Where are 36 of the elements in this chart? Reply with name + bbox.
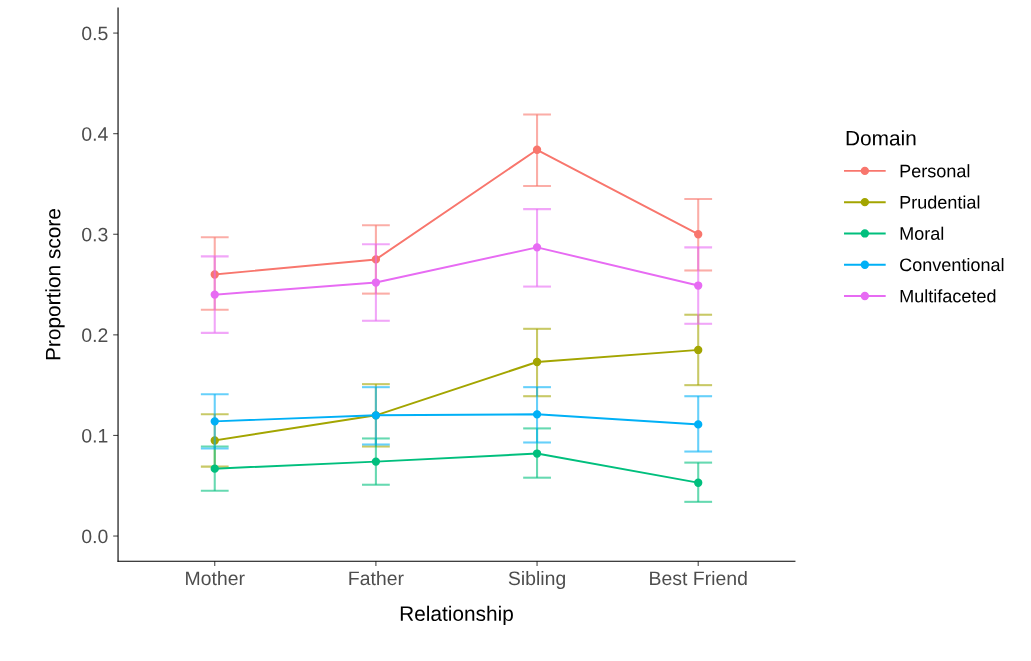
point (210, 270, 219, 279)
legend-label: Prudential (900, 195, 980, 209)
point (210, 464, 219, 473)
y-tick-label: 0.5 (82, 26, 108, 41)
y-tick-label: 0.1 (82, 428, 108, 443)
point (694, 281, 703, 290)
legend-label: Multifaceted (900, 289, 996, 303)
x-tick-label: Father (349, 570, 404, 586)
x-tick-label: Best Friend (650, 570, 747, 586)
point (694, 420, 703, 429)
legend-title: Domain (846, 130, 916, 146)
point (532, 145, 542, 154)
point (210, 290, 219, 299)
point (210, 417, 219, 426)
legend-label: Personal (900, 164, 970, 178)
point (371, 457, 381, 466)
point (694, 478, 703, 487)
point (532, 357, 542, 367)
point (532, 449, 542, 458)
point (532, 243, 542, 252)
x-tick-label: Sibling (508, 570, 565, 590)
y-tick-label: 0.2 (82, 328, 108, 343)
point (532, 410, 542, 419)
y-tick-label: 0.3 (82, 227, 108, 242)
point (371, 255, 381, 264)
legend-label: Moral (900, 226, 944, 240)
point (371, 278, 381, 287)
point (694, 345, 703, 355)
y-tick-label: 0.0 (82, 529, 108, 544)
y-axis-title: Proportion score (45, 209, 65, 360)
x-axis-title: Relationship (400, 605, 513, 626)
point (694, 230, 703, 239)
point (210, 436, 219, 445)
y-tick-label: 0.4 (82, 127, 108, 141)
x-tick-label: Mother (186, 570, 245, 586)
legend-label: Conventional (900, 257, 1004, 272)
